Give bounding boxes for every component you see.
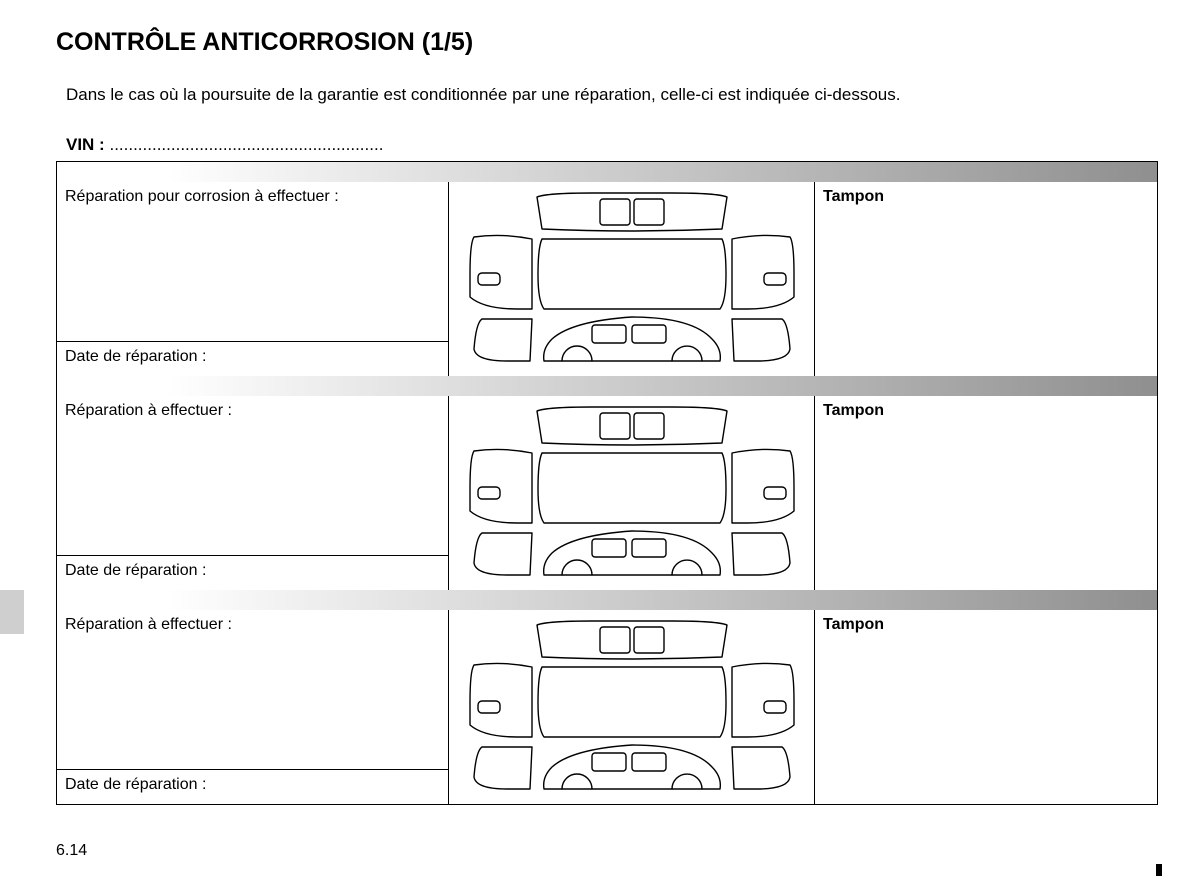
entry-diagram-cell bbox=[449, 182, 815, 376]
car-body-diagram-icon bbox=[462, 403, 802, 583]
stamp-label: Tampon bbox=[815, 182, 1157, 376]
gradient-bar bbox=[57, 162, 1157, 182]
entry-row: Réparation pour corrosion à effectuer : … bbox=[57, 182, 1157, 376]
date-label: Date de réparation : bbox=[57, 342, 448, 376]
intro-text: Dans le cas où la poursuite de la garant… bbox=[66, 85, 1158, 105]
page-content: CONTRÔLE ANTICORROSION (1/5) Dans le cas… bbox=[0, 0, 1200, 805]
vin-dots: ........................................… bbox=[109, 135, 383, 154]
gradient-bar bbox=[57, 590, 1157, 610]
vin-line: VIN : ..................................… bbox=[66, 135, 1158, 155]
entry-row: Réparation à effectuer : Date de réparat… bbox=[57, 396, 1157, 590]
car-body-diagram-icon bbox=[462, 617, 802, 797]
date-label: Date de réparation : bbox=[57, 770, 448, 804]
title-main: CONTRÔLE ANTICORROSION bbox=[56, 28, 415, 56]
entry-row: Réparation à effectuer : Date de réparat… bbox=[57, 610, 1157, 804]
form-table: Réparation pour corrosion à effectuer : … bbox=[56, 161, 1158, 805]
title-page-indicator: (1/5) bbox=[422, 28, 473, 56]
vin-label: VIN : bbox=[66, 135, 105, 154]
repair-label: Réparation à effectuer : bbox=[57, 396, 448, 556]
repair-label: Réparation à effectuer : bbox=[57, 610, 448, 770]
page-title: CONTRÔLE ANTICORROSION (1/5) bbox=[56, 28, 1158, 57]
entry-left-column: Réparation à effectuer : Date de réparat… bbox=[57, 610, 449, 804]
stamp-label: Tampon bbox=[815, 396, 1157, 590]
date-label: Date de réparation : bbox=[57, 556, 448, 590]
page-edge-tab bbox=[0, 590, 24, 634]
car-body-diagram-icon bbox=[462, 189, 802, 369]
entry-left-column: Réparation pour corrosion à effectuer : … bbox=[57, 182, 449, 376]
entry-left-column: Réparation à effectuer : Date de réparat… bbox=[57, 396, 449, 590]
repair-label: Réparation pour corrosion à effectuer : bbox=[57, 182, 448, 342]
entry-diagram-cell bbox=[449, 610, 815, 804]
page-number: 6.14 bbox=[56, 842, 87, 860]
entry-diagram-cell bbox=[449, 396, 815, 590]
stamp-label: Tampon bbox=[815, 610, 1157, 804]
page-corner-mark bbox=[1156, 864, 1162, 876]
gradient-bar bbox=[57, 376, 1157, 396]
